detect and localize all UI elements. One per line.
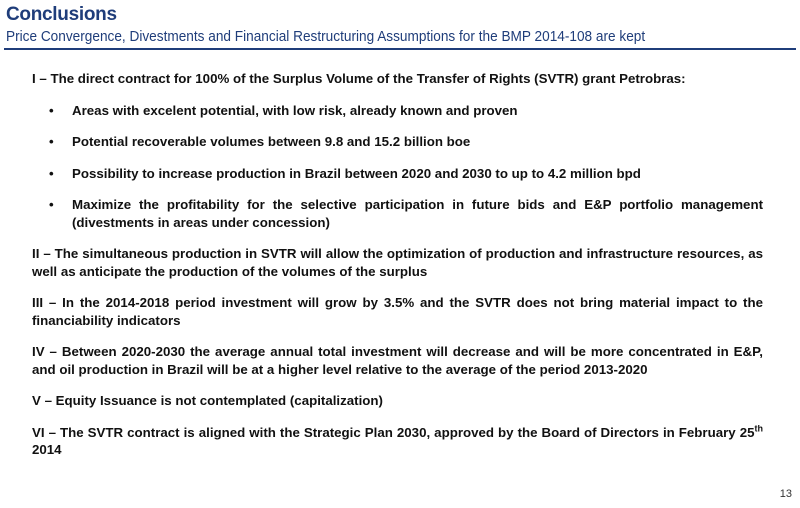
conclusion-5: V – Equity Issuance is not contemplated … [32,393,383,408]
conclusion-6: VI – The SVTR contract is aligned with t… [32,424,763,459]
bullet-text: Maximize the profitability for the selec… [72,197,763,230]
bullet-icon: • [49,165,54,181]
conclusion-2: II – The simultaneous production in SVTR… [32,246,763,279]
header-divider [4,48,796,50]
bullet-item: • Areas with excelent potential, with low… [32,102,763,120]
conclusion-1: I – The direct contract for 100% of the … [32,71,686,86]
bullet-text: Potential recoverable volumes between 9.… [72,134,471,149]
slide-subtitle: Price Convergence, Divestments and Finan… [6,29,646,45]
conclusion-3: III – In the 2014-2018 period investment… [32,295,763,328]
bullet-icon: • [49,102,54,118]
conclusion-6-year: 2014 [32,442,62,457]
bullet-text: Areas with excelent potential, with low … [72,102,518,118]
bullet-icon: • [49,197,54,212]
slide-title: Conclusions [6,4,117,25]
bullet-text: Possibility to increase production in Br… [72,165,641,181]
bullet-icon: • [49,134,54,149]
bullet-item: • Potential recoverable volumes between 9… [32,133,763,151]
conclusion-4: IV – Between 2020-2030 the average annua… [32,344,763,377]
slide-header: Conclusions Price Convergence, Divestmen… [6,4,794,46]
conclusion-1-bullets: • Areas with excelent potential, with low… [32,102,763,232]
ordinal-suffix: th [754,423,764,434]
conclusion-6-text: VI – The SVTR contract is aligned with t… [32,424,755,440]
slide-body: I – The direct contract for 100% of the … [32,70,763,459]
page-number: 13 [779,488,792,500]
bullet-item: • Possibility to increase production in B… [32,165,763,183]
bullet-item: • Maximize the profitability for the sele… [32,196,763,231]
